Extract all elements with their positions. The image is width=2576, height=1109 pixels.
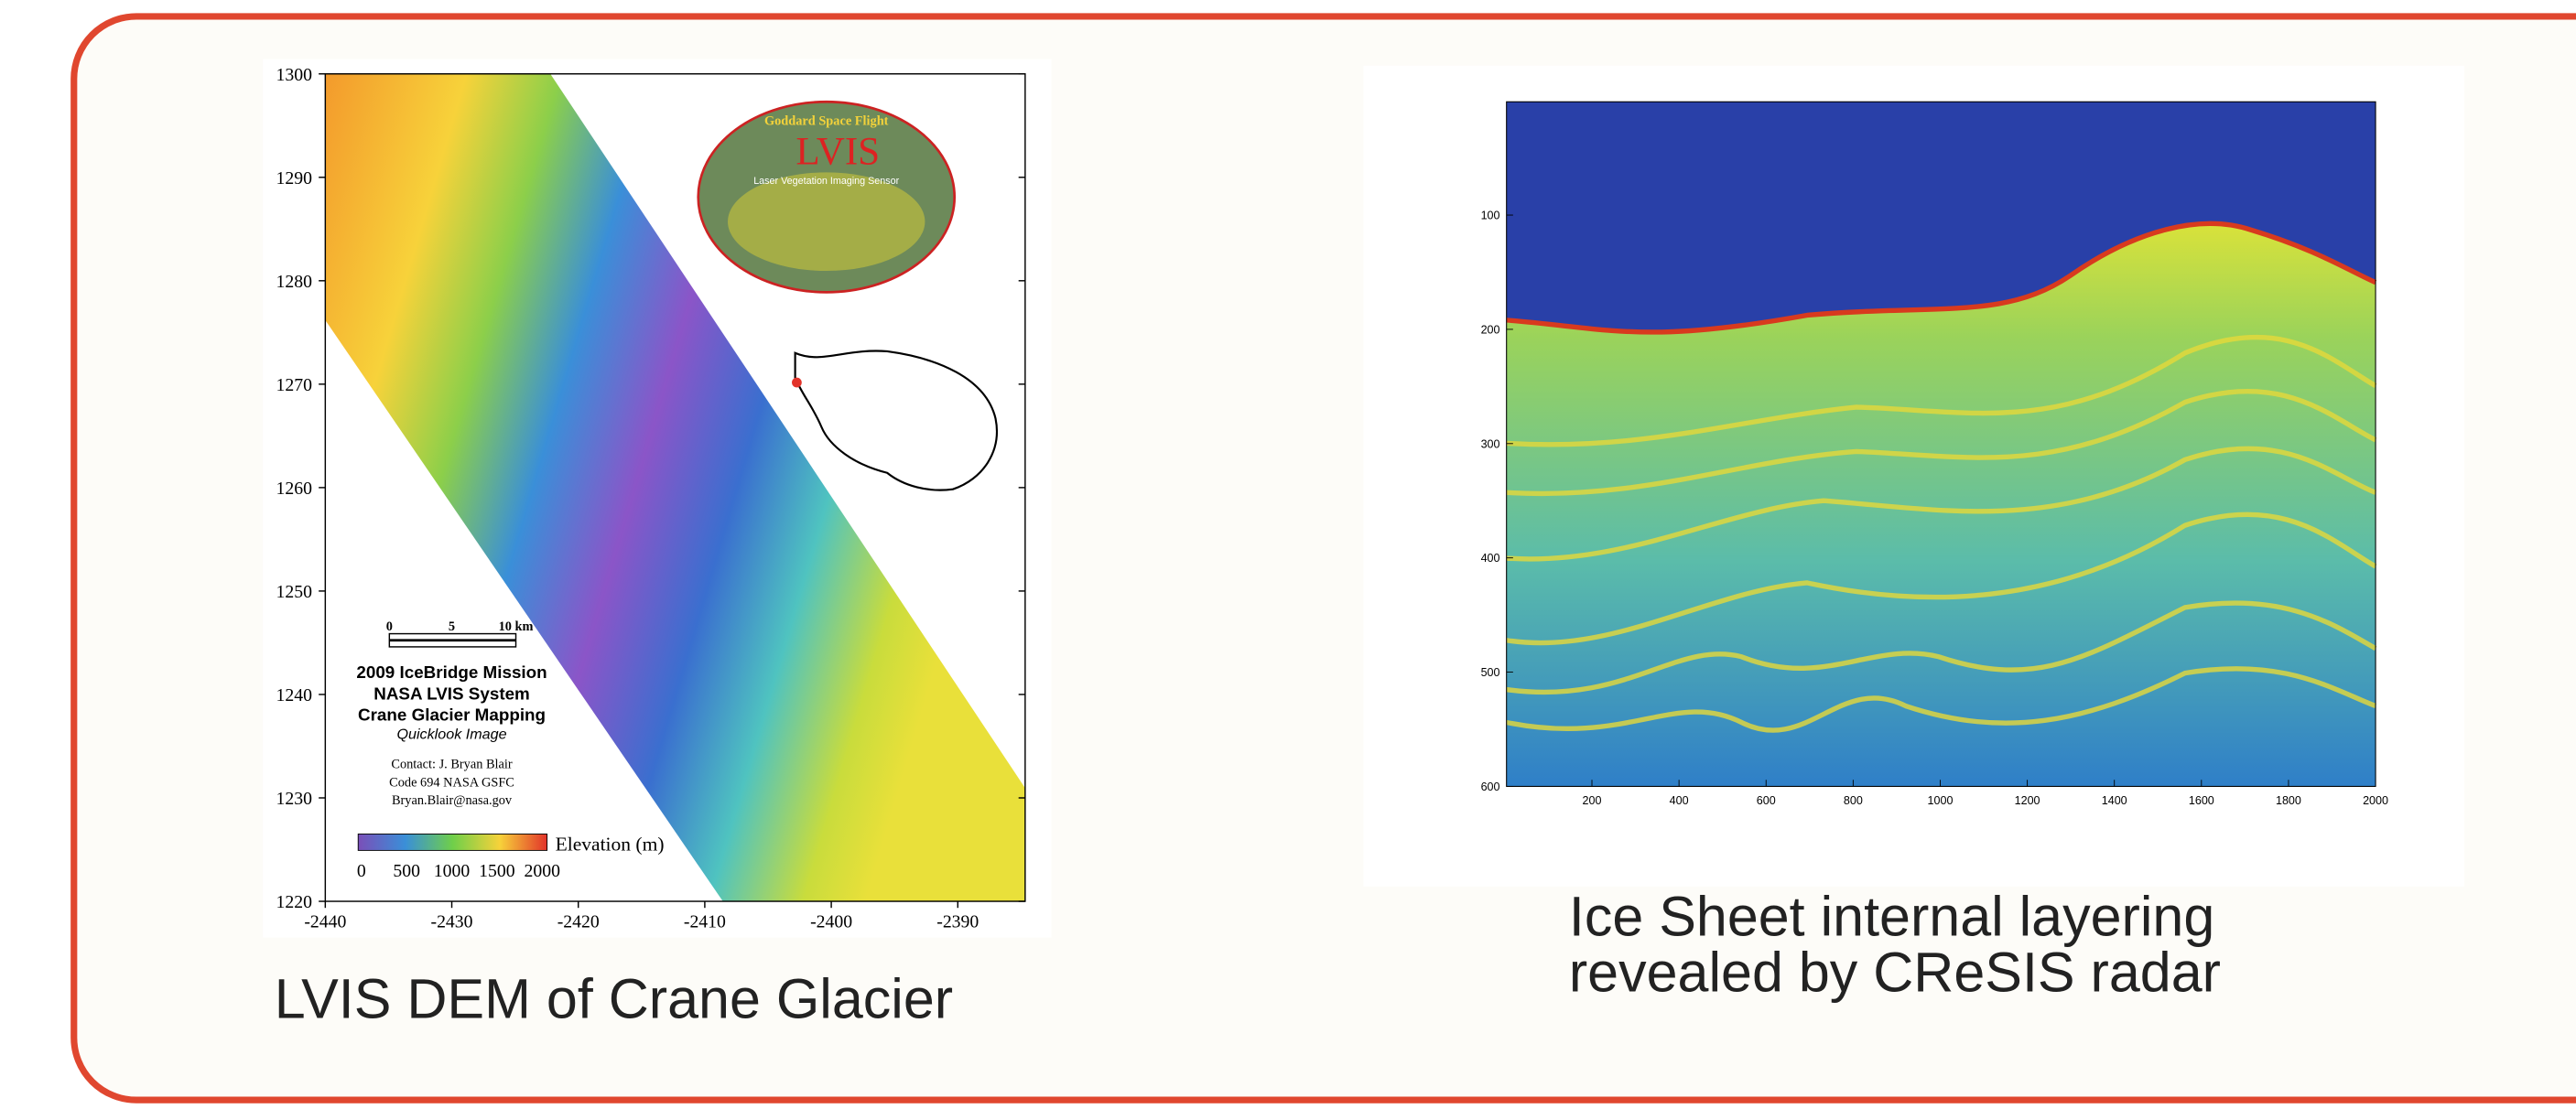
y-tick-label: 1250	[276, 582, 313, 602]
colorbar	[358, 834, 547, 850]
y-tick-label: 100	[1481, 210, 1500, 222]
x-tick-label: -2410	[684, 912, 726, 932]
x-tick-label: -2400	[810, 912, 852, 932]
quicklook: Quicklook Image	[396, 726, 506, 742]
x-tick-label: 2000	[2363, 794, 2388, 807]
x-tick-label: 600	[1757, 794, 1776, 807]
location-marker	[792, 378, 802, 388]
colorbar-tick: 1500	[479, 861, 515, 881]
right-caption: Ice Sheet internal layering	[1569, 886, 2214, 948]
x-tick-label: -2390	[936, 912, 979, 932]
y-tick-label: 1220	[276, 892, 313, 912]
right-caption: revealed by CReSIS radar	[1569, 942, 2221, 1004]
colorbar-tick: 500	[393, 861, 420, 881]
colorbar-label: Elevation (m)	[556, 833, 665, 855]
contact-line: Code 694 NASA GSFC	[389, 775, 514, 790]
x-tick-label: -2420	[557, 912, 600, 932]
logo-map	[728, 172, 925, 271]
contact-line: Bryan.Blair@nasa.gov	[392, 793, 513, 808]
page: 1300 1290 1280 1270 1260 1250 1240 1230 1220-244…	[0, 0, 2576, 1109]
scale-label: 0	[386, 619, 393, 634]
left-caption: LVIS DEM of Crane Glacier	[275, 967, 953, 1029]
y-tick-label: 500	[1481, 666, 1500, 679]
y-tick-label: 1270	[276, 375, 313, 395]
scale-label: 10 km	[499, 619, 534, 634]
x-tick-label: 1800	[2276, 794, 2301, 807]
y-tick-label: 1290	[276, 168, 313, 188]
x-tick-label: -2430	[431, 912, 473, 932]
x-tick-label: 800	[1844, 794, 1863, 807]
y-tick-label: 200	[1481, 323, 1500, 336]
mission-line: Crane Glacier Mapping	[358, 705, 546, 725]
logo-title: LVIS	[796, 130, 880, 173]
colorbar-tick: 0	[357, 861, 366, 881]
x-tick-label: 1200	[2015, 794, 2040, 807]
y-tick-label: 300	[1481, 437, 1500, 450]
x-tick-label: 1400	[2102, 794, 2127, 807]
y-tick-label: 600	[1481, 781, 1500, 793]
logo-arc-text: Goddard Space Flight	[764, 113, 889, 128]
y-tick-label: 1240	[276, 685, 313, 705]
x-tick-label: 1600	[2189, 794, 2214, 807]
mission-line: NASA LVIS System	[373, 684, 530, 703]
x-tick-label: -2440	[304, 912, 346, 932]
y-tick-label: 1300	[276, 65, 313, 85]
x-tick-label: 200	[1583, 794, 1602, 807]
slide: 1300 1290 1280 1270 1260 1250 1240 1230 1220-244…	[0, 0, 2576, 1109]
logo-subtitle: Laser Vegetation Imaging Sensor	[753, 176, 899, 187]
y-tick-label: 1230	[276, 789, 313, 809]
contact-line: Contact: J. Bryan Blair	[391, 758, 512, 772]
colorbar-tick: 1000	[434, 861, 471, 881]
y-tick-label: 1280	[276, 272, 313, 292]
x-tick-label: 400	[1670, 794, 1689, 807]
mission-line: 2009 IceBridge Mission	[356, 662, 547, 682]
colorbar-tick: 2000	[525, 861, 561, 881]
y-tick-label: 400	[1481, 552, 1500, 565]
scale-label: 5	[449, 619, 455, 634]
x-tick-label: 1000	[1928, 794, 1954, 807]
y-tick-label: 1260	[276, 479, 313, 499]
